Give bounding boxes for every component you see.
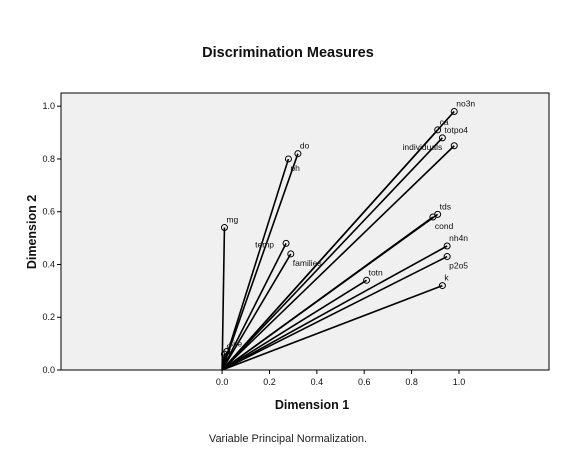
x-tick-label: 0.2 <box>263 377 276 387</box>
point-label-site: site <box>229 339 243 349</box>
point-totpo4 <box>438 134 446 142</box>
vector-ca <box>221 129 439 371</box>
point-no3n <box>450 107 458 115</box>
point-cond <box>429 213 437 221</box>
point-label-p2o5: p2o5 <box>449 261 468 271</box>
x-tick-label: 0.8 <box>405 377 418 387</box>
point-p2o5 <box>443 253 451 261</box>
y-tick-label: 0.6 <box>42 207 55 217</box>
point-label-families: families <box>293 258 322 268</box>
point-families <box>287 250 295 258</box>
point-label-mg: mg <box>226 215 238 225</box>
x-tick-label: 0.4 <box>311 377 324 387</box>
point-individuals <box>450 142 458 150</box>
vector-families <box>221 253 292 371</box>
point-label-nh4n: nh4n <box>449 233 468 243</box>
y-tick-label: 1.0 <box>42 101 55 111</box>
point-label-temp: temp <box>255 239 274 249</box>
vector-lines <box>221 110 455 371</box>
y-tick-label: 0.0 <box>42 365 55 375</box>
vector-mg <box>221 227 226 371</box>
point-label-individuals: individuals <box>403 142 443 152</box>
vector-do <box>221 153 299 371</box>
point-temp <box>282 239 290 247</box>
point-label-ca: ca <box>440 117 449 127</box>
y-axis-ticks: 0.0 0.2 0.4 0.6 0.8 1.0 <box>42 101 61 375</box>
point-label-cond: cond <box>435 221 454 231</box>
footnote: Variable Principal Normalization. <box>209 433 367 445</box>
point-ca <box>434 126 442 134</box>
point-nh4n <box>443 242 451 250</box>
vector-cond <box>221 216 434 371</box>
data-points <box>220 107 458 358</box>
vector-temp <box>221 243 287 371</box>
point-g <box>220 350 228 358</box>
vector-nh4n <box>221 245 448 371</box>
vector-p2o5 <box>221 255 448 371</box>
point-label-do: do <box>300 141 310 151</box>
x-tick-label: 1.0 <box>453 377 466 387</box>
vector-k <box>221 284 443 371</box>
chart-title: Discrimination Measures <box>202 45 374 61</box>
x-tick-label: 0.6 <box>358 377 371 387</box>
y-axis-title: Dimension 2 <box>25 195 39 269</box>
x-axis-title: Dimension 1 <box>275 398 349 412</box>
point-label-ph: ph <box>290 163 300 173</box>
vector-individuals <box>221 145 455 371</box>
point-label-totn: totn <box>369 267 383 277</box>
vector-totn <box>221 279 368 371</box>
vector-ph <box>221 158 290 371</box>
point-label-g: g <box>226 341 231 351</box>
point-label-totpo4: totpo4 <box>444 125 468 135</box>
point-k <box>438 282 446 290</box>
y-tick-label: 0.8 <box>42 154 55 164</box>
y-tick-label: 0.4 <box>42 259 55 269</box>
point-do <box>294 150 302 158</box>
x-tick-label: 0.0 <box>216 377 229 387</box>
point-label-no3n: no3n <box>456 98 475 108</box>
point-label-k: k <box>444 273 449 283</box>
x-axis-ticks: 0.0 0.2 0.4 0.6 0.8 1.0 <box>216 370 465 387</box>
y-tick-label: 0.2 <box>42 312 55 322</box>
point-ph <box>284 155 292 163</box>
point-label-tds: tds <box>440 201 451 211</box>
vector-totpo4 <box>221 137 443 371</box>
point-totn <box>363 276 371 284</box>
point-mg <box>220 224 228 232</box>
